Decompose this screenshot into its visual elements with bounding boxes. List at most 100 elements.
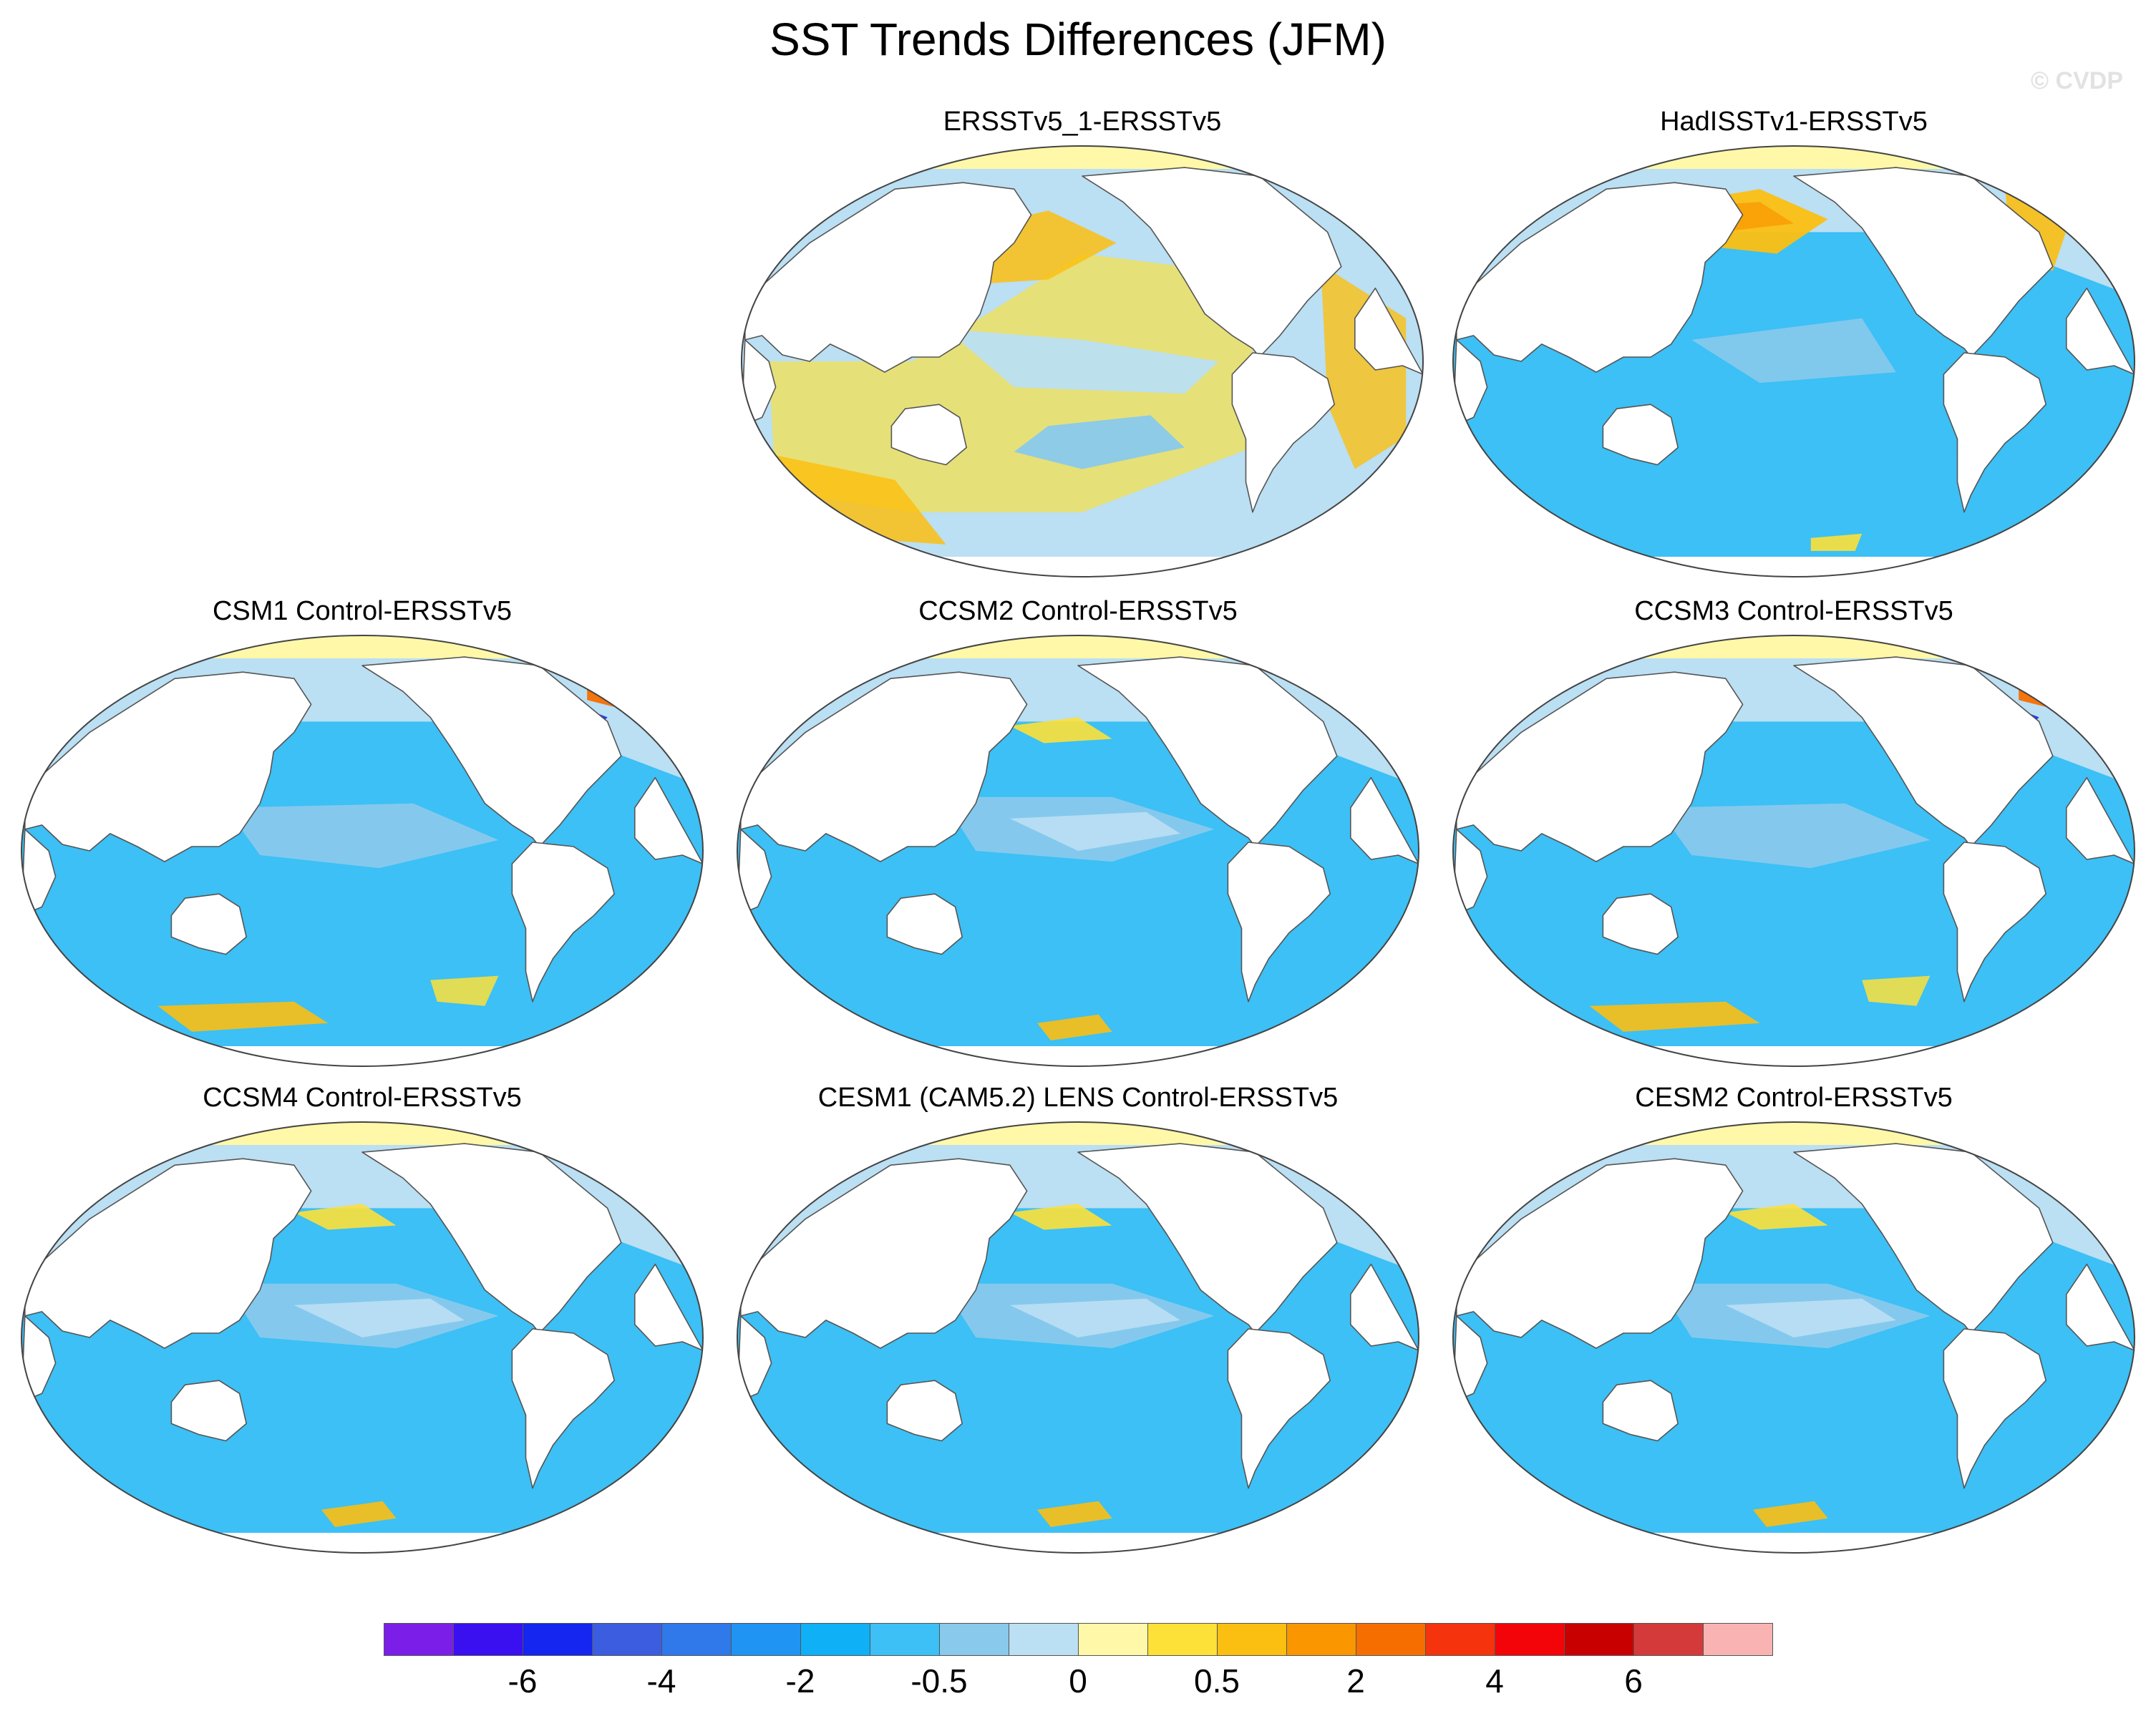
colorbar-swatch <box>870 1623 940 1656</box>
sst-anomaly-region <box>946 328 1219 394</box>
land-south-america <box>511 1328 616 1489</box>
map-panel-erssv5-1: ERSSTv5_1-ERSSTv5 <box>733 106 1432 582</box>
land-eurasia <box>744 182 1032 373</box>
colorbar-swatch <box>1633 1623 1704 1656</box>
map-outline <box>737 1121 1419 1554</box>
land-eurasia <box>1455 182 1744 373</box>
land-south-america <box>1227 842 1331 1003</box>
sst-anomaly-region <box>1752 1501 1828 1527</box>
sst-anomaly-region <box>430 975 499 1006</box>
robinson-map <box>737 1121 1419 1554</box>
map-outline <box>741 145 1424 577</box>
panel-title: CCSM3 Control-ERSSTv5 <box>1634 596 1953 626</box>
panel-title: CESM2 Control-ERSSTv5 <box>1635 1083 1953 1113</box>
land-australia <box>170 893 248 955</box>
colorbar-swatch <box>939 1623 1009 1656</box>
sst-anomaly-region <box>1691 318 1896 384</box>
colorbar-tick-label: 0.5 <box>1194 1662 1240 1700</box>
colorbar-swatch <box>384 1623 454 1656</box>
sst-anomaly-region <box>157 1001 329 1032</box>
panel-title: CESM1 (CAM5.2) LENS Control-ERSSTv5 <box>817 1083 1339 1113</box>
land-south-america <box>511 842 616 1003</box>
land-australia <box>1602 404 1679 466</box>
sst-anomaly-region <box>1862 975 1931 1006</box>
map-outline <box>21 1121 704 1554</box>
colorbar-tick-label: -6 <box>508 1662 538 1700</box>
land-australia <box>1602 893 1679 955</box>
land-south-america <box>1943 1328 2047 1489</box>
sst-anomaly-region <box>1009 811 1180 851</box>
robinson-map <box>741 145 1424 577</box>
land-eurasia <box>739 671 1028 862</box>
colorbar-swatch <box>1495 1623 1565 1656</box>
colorbar-tick-label: 0 <box>1069 1662 1087 1700</box>
colorbar-tick-label: 6 <box>1624 1662 1643 1700</box>
colorbar-tick-label: -0.5 <box>911 1662 968 1700</box>
map-panel-cesm2: CESM2 Control-ERSSTv5 <box>1444 1082 2143 1559</box>
land-south-america <box>1231 352 1336 513</box>
land-eurasia <box>24 1158 312 1349</box>
sst-anomaly-region <box>1009 717 1112 744</box>
land-eurasia <box>1455 1158 1744 1349</box>
colorbar-swatch <box>523 1623 593 1656</box>
colorbar-tick-label: -2 <box>785 1662 815 1700</box>
map-panel-hadisst: HadISSTv1-ERSSTv5 <box>1444 106 2143 582</box>
land-australia <box>170 1380 248 1442</box>
robinson-map <box>1452 145 2135 577</box>
land-south-america <box>1943 842 2047 1003</box>
sst-anomaly-region <box>1009 1298 1180 1337</box>
map-outline <box>1452 635 2135 1067</box>
land-eurasia <box>739 1158 1028 1349</box>
land-africa-west <box>1354 287 1423 375</box>
colorbar-swatch <box>1564 1623 1634 1656</box>
robinson-map <box>21 1121 704 1554</box>
land-africa-west <box>2065 1263 2135 1351</box>
credit-watermark: © CVDP <box>2031 67 2123 94</box>
colorbar-swatch <box>1009 1623 1079 1656</box>
panel-title: ERSSTv5_1-ERSSTv5 <box>943 107 1222 137</box>
land-africa-west <box>2065 287 2135 375</box>
land-eurasia <box>24 671 312 862</box>
robinson-map <box>737 635 1419 1067</box>
colorbar-tick-label: 2 <box>1346 1662 1365 1700</box>
land-africa-west <box>633 776 703 864</box>
land-south-america <box>1227 1328 1331 1489</box>
map-outline <box>737 635 1419 1067</box>
colorbar-tick-label: 4 <box>1485 1662 1504 1700</box>
colorbar-swatch <box>1078 1623 1148 1656</box>
robinson-map <box>1452 1121 2135 1554</box>
colorbar-swatch <box>1703 1623 1773 1656</box>
colorbar-swatch <box>1147 1623 1218 1656</box>
colorbar-swatch <box>661 1623 732 1656</box>
land-eurasia <box>1455 671 1744 862</box>
sst-anomaly-region <box>293 1204 397 1230</box>
sst-anomaly-region <box>1810 533 1863 551</box>
sst-anomaly-region <box>321 1501 397 1527</box>
colorbar-tick-label: -4 <box>646 1662 676 1700</box>
colorbar-swatch <box>731 1623 801 1656</box>
sst-anomaly-region <box>1657 803 1931 869</box>
panel-title: HadISSTv1-ERSSTv5 <box>1660 107 1928 137</box>
panel-title: CCSM4 Control-ERSSTv5 <box>203 1083 522 1113</box>
land-australia <box>890 404 968 466</box>
sst-anomaly-region <box>293 1298 465 1337</box>
sst-anomaly-region <box>225 803 499 869</box>
land-africa-west <box>1349 776 1419 864</box>
figure-title: SST Trends Differences (JFM) <box>769 14 1387 65</box>
colorbar-swatch <box>453 1623 523 1656</box>
colorbar: -6 -4 -2 -0.5 0 0.5 2 4 6 <box>384 1623 1773 1709</box>
panel-title: CCSM2 Control-ERSSTv5 <box>918 596 1238 626</box>
sst-anomaly-region <box>1036 1014 1112 1040</box>
map-panel-csm1: CSM1 Control-ERSSTv5 <box>13 595 712 1072</box>
sst-anomaly-region <box>1589 1001 1760 1032</box>
map-panel-ccsm4: CCSM4 Control-ERSSTv5 <box>13 1082 712 1559</box>
land-africa-west <box>633 1263 703 1351</box>
colorbar-swatch <box>1286 1623 1356 1656</box>
map-panel-ccsm3: CCSM3 Control-ERSSTv5 <box>1444 595 2143 1072</box>
sst-anomaly-region <box>1725 1204 1828 1230</box>
robinson-map <box>21 635 704 1067</box>
colorbar-swatch <box>1425 1623 1495 1656</box>
map-outline <box>1452 1121 2135 1554</box>
land-africa-west <box>1349 1263 1419 1351</box>
